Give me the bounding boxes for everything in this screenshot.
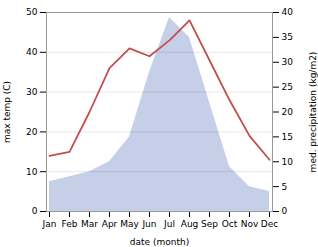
svg-text:med. precipitation (kg/m2): med. precipitation (kg/m2) bbox=[308, 52, 318, 173]
svg-text:May: May bbox=[120, 219, 139, 229]
svg-text:date (month): date (month) bbox=[130, 237, 189, 247]
svg-text:Sep: Sep bbox=[201, 219, 218, 229]
svg-text:30: 30 bbox=[26, 87, 38, 97]
svg-text:Jun: Jun bbox=[141, 219, 156, 229]
svg-text:25: 25 bbox=[282, 82, 293, 92]
svg-text:0: 0 bbox=[32, 206, 38, 216]
svg-text:max temp (C): max temp (C) bbox=[2, 81, 12, 143]
svg-text:Dec: Dec bbox=[261, 219, 278, 229]
svg-text:Mar: Mar bbox=[81, 219, 98, 229]
svg-text:40: 40 bbox=[26, 47, 38, 57]
svg-text:20: 20 bbox=[282, 107, 294, 117]
svg-text:10: 10 bbox=[282, 157, 294, 167]
svg-text:10: 10 bbox=[26, 167, 38, 177]
svg-text:Oct: Oct bbox=[222, 219, 238, 229]
svg-text:Jul: Jul bbox=[163, 219, 175, 229]
svg-text:Jan: Jan bbox=[42, 219, 57, 229]
svg-text:40: 40 bbox=[282, 7, 294, 17]
svg-text:Nov: Nov bbox=[241, 219, 259, 229]
svg-text:0: 0 bbox=[282, 206, 288, 216]
svg-text:Feb: Feb bbox=[62, 219, 78, 229]
svg-text:Aug: Aug bbox=[181, 219, 199, 229]
svg-text:5: 5 bbox=[282, 182, 288, 192]
svg-text:35: 35 bbox=[282, 32, 293, 42]
svg-text:15: 15 bbox=[282, 132, 293, 142]
svg-text:20: 20 bbox=[26, 127, 38, 137]
svg-text:Apr: Apr bbox=[102, 219, 118, 229]
svg-text:50: 50 bbox=[26, 7, 38, 17]
svg-text:30: 30 bbox=[282, 57, 294, 67]
